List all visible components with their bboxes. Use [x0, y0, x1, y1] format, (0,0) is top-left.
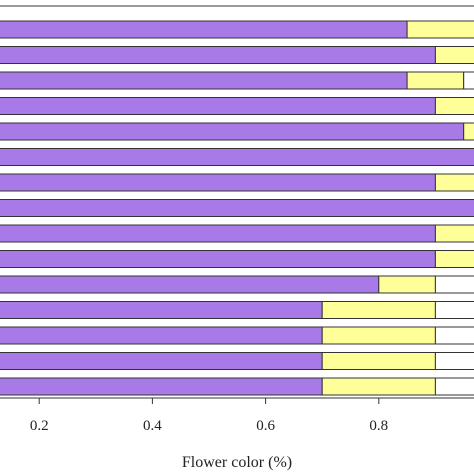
x-tick-label: 0.6 — [256, 418, 275, 434]
bar-segment-13-s1 — [0, 326, 323, 345]
bar-segment-15-s2 — [321, 377, 436, 396]
bar-segment-12-s1 — [0, 301, 323, 319]
bar-segment-14-s2 — [321, 352, 436, 370]
bar-segment-7-s2 — [434, 173, 474, 192]
bar-segment-6-s1 — [0, 148, 474, 166]
x-axis-title: Flower color (%) — [182, 454, 292, 471]
x-tick-label: 0.8 — [369, 418, 388, 434]
bar-segment-14-s1 — [0, 352, 323, 370]
bars-layer — [0, 20, 474, 396]
bar-row-5 — [0, 122, 474, 141]
bar-row-12 — [0, 301, 474, 319]
bar-row-15 — [0, 377, 474, 396]
bar-segment-9-s2 — [434, 224, 474, 243]
bar-row-3 — [0, 71, 474, 90]
x-tick-label: 0.4 — [143, 418, 162, 434]
bar-segment-12-s2 — [321, 301, 436, 319]
bar-segment-15-s3 — [434, 377, 474, 396]
bar-row-13 — [0, 326, 474, 345]
bar-segment-1-s2 — [406, 20, 474, 39]
bar-segment-8-s1 — [0, 199, 474, 217]
bar-segment-11-s2 — [378, 275, 436, 294]
x-axis: 0.2 0.4 0.6 0.8 — [0, 397, 474, 434]
bar-segment-15-s1 — [0, 377, 323, 396]
bar-segment-10-s1 — [0, 250, 436, 268]
bar-segment-11-s3 — [434, 275, 474, 294]
bar-row-10 — [0, 250, 474, 268]
bar-row-9 — [0, 224, 474, 243]
bar-segment-2-s2 — [434, 46, 474, 64]
bar-row-1 — [0, 20, 474, 39]
x-tick-label: 0.2 — [30, 418, 49, 434]
bar-segment-12-s3 — [434, 301, 474, 319]
bar-row-4 — [0, 97, 474, 115]
bar-row-14 — [0, 352, 474, 370]
bar-segment-3-s1 — [0, 71, 408, 90]
bar-row-2 — [0, 46, 474, 64]
bar-segment-3-s3 — [463, 71, 474, 90]
bar-segment-10-s2 — [434, 250, 474, 268]
bar-segment-4-s1 — [0, 97, 436, 115]
bar-segment-9-s1 — [0, 224, 436, 243]
bar-segment-4-s2 — [434, 97, 474, 115]
bar-row-11 — [0, 275, 474, 294]
bar-row-8 — [0, 199, 474, 217]
bar-segment-2-s1 — [0, 46, 436, 64]
bar-segment-1-s1 — [0, 20, 408, 39]
bar-row-7 — [0, 173, 474, 192]
bar-segment-11-s1 — [0, 275, 380, 294]
bar-row-6 — [0, 148, 474, 166]
bar-segment-13-s2 — [321, 326, 436, 345]
bar-segment-5-s1 — [0, 122, 465, 141]
bar-segment-14-s3 — [434, 352, 474, 370]
bar-segment-3-s2 — [406, 71, 465, 90]
bar-segment-13-s3 — [434, 326, 474, 345]
bar-segment-7-s1 — [0, 173, 436, 192]
bar-segment-5-s2 — [463, 122, 474, 141]
